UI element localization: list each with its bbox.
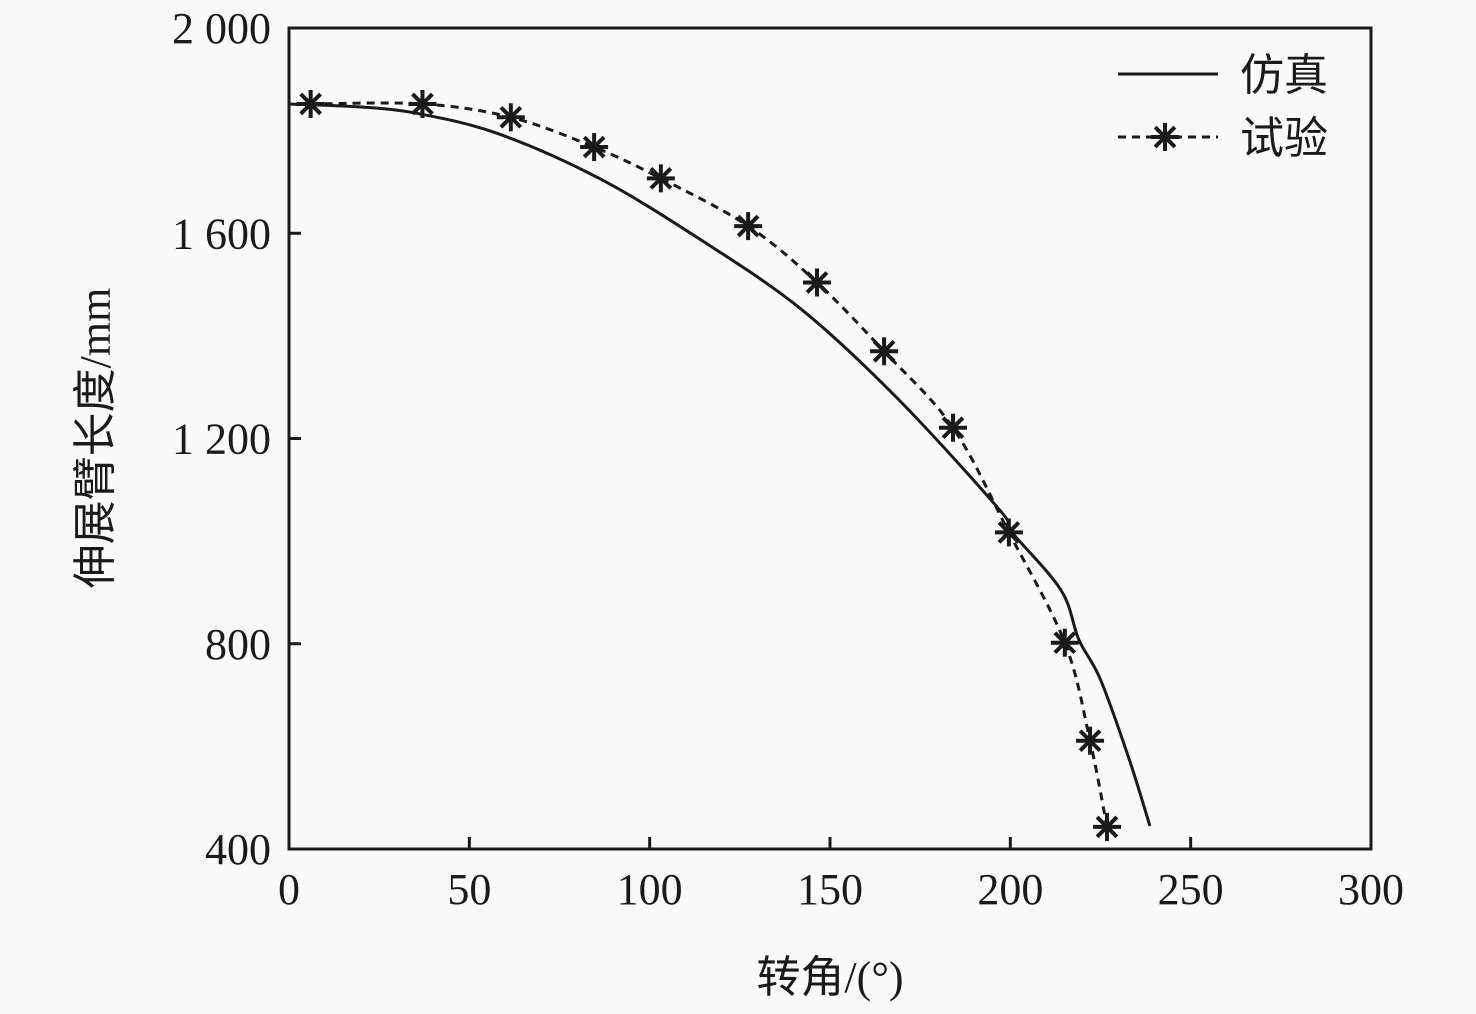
legend-label-simulation: 仿真: [1240, 51, 1328, 100]
y-tick-label: 1 600: [172, 209, 271, 258]
legend-asterisk-icon: [1151, 123, 1179, 151]
data-point-experiment: [803, 268, 832, 297]
y-tick-label: 400: [205, 825, 271, 874]
data-point-experiment: [496, 103, 525, 132]
series-line-simulation: [288, 102, 1152, 827]
data-point-experiment: [1050, 628, 1079, 657]
x-axis-label: 转角/(°): [756, 953, 903, 1002]
data-point-experiment: [1076, 726, 1105, 755]
data-point-experiment: [646, 164, 675, 193]
data-point-experiment: [296, 89, 325, 118]
x-tick-label: 150: [797, 865, 863, 914]
legend-label-experiment: 试验: [1240, 114, 1328, 163]
x-tick-label: 200: [977, 865, 1043, 914]
x-tick-label: 0: [278, 865, 300, 914]
y-tick-label: 800: [205, 620, 271, 669]
data-point-experiment: [408, 89, 437, 118]
data-point-experiment: [580, 133, 609, 162]
data-point-experiment: [734, 212, 763, 241]
series-line-experiment: [310, 101, 1109, 828]
data-point-experiment: [870, 337, 899, 366]
x-tick-label: 250: [1158, 865, 1224, 914]
x-tick-label: 50: [447, 865, 491, 914]
data-point-experiment: [938, 413, 967, 442]
legend: 仿真 试验: [1118, 51, 1328, 163]
data-point-experiment: [994, 518, 1023, 547]
y-axis-label: 伸展臂长度/mm: [71, 288, 120, 589]
data-point-experiment: [1092, 812, 1121, 841]
y-tick-label: 1 200: [172, 415, 271, 464]
x-tick-label: 300: [1338, 865, 1404, 914]
y-tick-label: 2 000: [172, 4, 271, 53]
plot-frame: [287, 26, 1373, 851]
x-tick-label: 100: [617, 865, 683, 914]
legend-marker-experiment: [1151, 123, 1179, 151]
